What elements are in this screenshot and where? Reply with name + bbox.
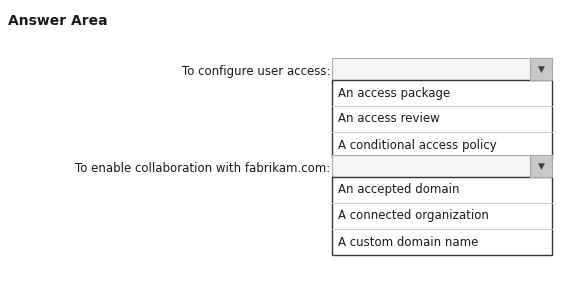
Text: ▼: ▼	[538, 162, 544, 171]
Bar	[332, 58, 552, 80]
Text: ▼: ▼	[538, 64, 544, 73]
Text: A connected organization: A connected organization	[338, 210, 489, 223]
Text: To configure user access:: To configure user access:	[181, 66, 330, 79]
Bar	[530, 58, 552, 80]
Text: Answer Area: Answer Area	[8, 14, 108, 28]
Bar	[332, 155, 552, 177]
Text: To enable collaboration with fabrikam.com:: To enable collaboration with fabrikam.co…	[75, 162, 330, 175]
Text: An accepted domain: An accepted domain	[338, 184, 459, 197]
Bar	[332, 80, 552, 158]
Text: A conditional access policy: A conditional access policy	[338, 138, 496, 151]
Text: An access package: An access package	[338, 86, 450, 99]
Bar	[332, 177, 552, 255]
Text: A custom domain name: A custom domain name	[338, 236, 478, 249]
Text: An access review: An access review	[338, 112, 439, 125]
Bar	[530, 155, 552, 177]
